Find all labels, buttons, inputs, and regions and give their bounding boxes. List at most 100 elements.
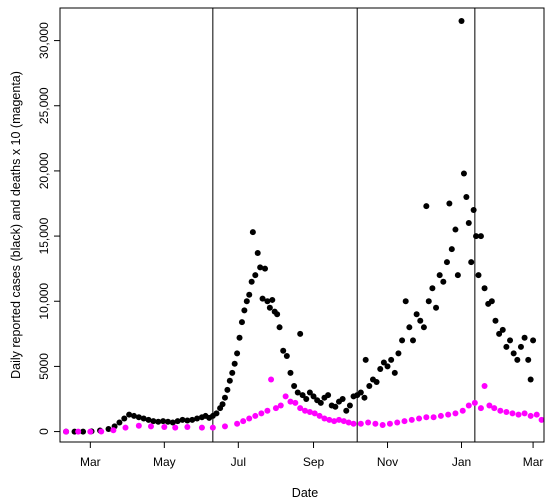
data-point — [509, 410, 516, 417]
data-point — [80, 428, 87, 435]
data-point — [417, 317, 424, 324]
data-point — [521, 410, 528, 417]
plot-frame — [59, 7, 545, 443]
data-point — [339, 395, 346, 402]
data-point — [481, 285, 488, 292]
data-point — [274, 311, 281, 318]
data-point — [105, 425, 112, 432]
data-point — [268, 376, 275, 383]
data-point — [234, 420, 241, 427]
data-point — [325, 392, 332, 399]
x-tick-label: Nov — [377, 455, 398, 469]
data-point — [377, 366, 384, 373]
data-point — [169, 419, 176, 426]
data-point — [408, 416, 415, 423]
y-tick-label: 15,000 — [37, 217, 51, 254]
data-point — [499, 326, 506, 333]
data-point — [262, 265, 269, 272]
data-point — [246, 291, 253, 298]
data-point — [433, 304, 440, 311]
data-point — [252, 272, 259, 279]
data-point — [272, 405, 279, 412]
data-point — [488, 298, 495, 305]
data-point — [475, 272, 482, 279]
data-point — [473, 233, 480, 240]
data-point — [276, 324, 283, 331]
x-tick-label: Jul — [231, 455, 246, 469]
data-point — [209, 424, 216, 431]
data-point — [172, 424, 179, 431]
data-point — [452, 410, 459, 417]
data-point — [249, 229, 256, 236]
data-point — [155, 418, 162, 425]
data-point — [98, 428, 105, 435]
data-point — [258, 410, 265, 417]
data-point — [147, 423, 154, 430]
data-point — [465, 220, 472, 227]
data-point — [486, 402, 493, 409]
data-point — [491, 405, 498, 412]
data-point — [361, 394, 368, 401]
y-tick-label: 10,000 — [37, 283, 51, 320]
data-point — [246, 415, 253, 422]
data-point — [525, 356, 532, 363]
data-points — [63, 18, 545, 435]
data-point — [468, 259, 475, 266]
data-point — [135, 414, 142, 421]
data-point — [409, 337, 416, 344]
data-point — [238, 319, 245, 326]
data-point — [241, 307, 248, 314]
data-point — [496, 330, 503, 337]
data-point — [248, 278, 255, 285]
data-point — [357, 420, 364, 427]
data-point — [515, 411, 522, 418]
data-point — [75, 428, 82, 435]
data-point — [345, 419, 352, 426]
data-point — [252, 412, 259, 419]
y-tick-label: 25,000 — [37, 87, 51, 124]
data-point — [470, 207, 477, 214]
data-point — [63, 428, 70, 435]
data-point — [240, 418, 247, 425]
series-0 — [63, 18, 537, 435]
data-point — [440, 278, 447, 285]
data-point — [311, 410, 318, 417]
data-point — [257, 264, 264, 271]
data-point — [140, 415, 147, 422]
y-axis: 0 5000 10,000 15,000 20,000 25,000 30,000 — [37, 22, 60, 435]
data-point — [446, 200, 453, 207]
data-point — [514, 356, 521, 363]
data-point — [292, 399, 299, 406]
data-point — [465, 402, 472, 409]
data-point — [458, 18, 465, 25]
x-tick-label: Mar — [523, 455, 544, 469]
data-point — [184, 417, 191, 424]
data-point — [331, 418, 338, 425]
data-point — [184, 424, 191, 431]
data-point — [266, 304, 273, 311]
data-point — [321, 415, 328, 422]
data-point — [302, 407, 309, 414]
y-tick-label: 30,000 — [37, 22, 51, 59]
data-point — [130, 412, 137, 419]
data-point — [413, 311, 420, 318]
data-point — [291, 382, 298, 389]
vertical-reference-lines — [212, 8, 476, 442]
data-point — [365, 419, 372, 426]
data-point — [384, 363, 391, 370]
data-point — [189, 416, 196, 423]
data-point — [401, 418, 408, 425]
x-tick-label: Mar — [80, 455, 101, 469]
data-point — [402, 298, 409, 305]
data-point — [503, 409, 510, 416]
data-point — [221, 394, 228, 401]
data-point — [236, 334, 243, 341]
data-point — [395, 350, 402, 357]
data-point — [425, 298, 432, 305]
data-point — [150, 418, 157, 425]
y-tick-label: 20,000 — [37, 152, 51, 189]
data-point — [510, 350, 517, 357]
data-point — [116, 419, 123, 426]
data-point — [174, 418, 181, 425]
data-point — [416, 415, 423, 422]
